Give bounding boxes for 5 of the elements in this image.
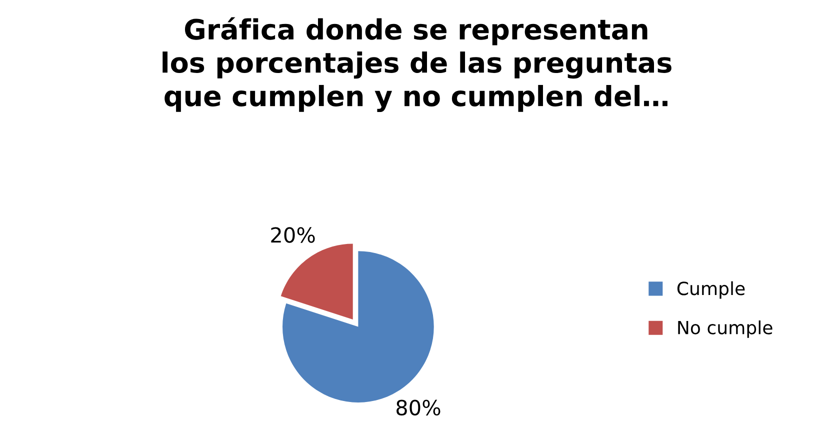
legend-label: Cumple	[677, 281, 745, 299]
data-label: 80%	[396, 400, 440, 416]
data-label: 20%	[271, 227, 315, 243]
chart-title: Gráfica donde se representan los porcentajes de las preguntas que cumplen y no cumplen del…	[162, 17, 672, 112]
legend-label: No cumple	[678, 320, 772, 338]
